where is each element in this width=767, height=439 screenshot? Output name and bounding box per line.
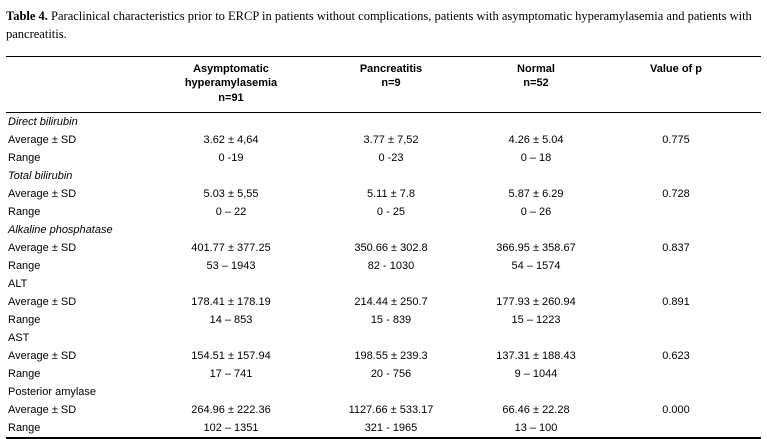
average-value: 5.87 ± 6.29	[508, 187, 564, 200]
p-value: 0.891	[662, 295, 690, 308]
range-value: 9 – 1044	[514, 367, 558, 380]
average-value: 401.77 ± 377.25	[191, 241, 271, 254]
range-value: 0 – 26	[520, 205, 552, 218]
average-value: 3.62 ± 4,64	[203, 133, 259, 146]
range-value: 0 -19	[218, 151, 244, 164]
p-value: 0.623	[662, 349, 690, 362]
row-label-average: Average ± SD	[8, 187, 77, 200]
row-label-range: Range	[8, 421, 41, 434]
row-label-range: Range	[8, 259, 41, 272]
group-name-row: Posterior amylase	[6, 383, 761, 401]
range-value: 14 – 853	[209, 313, 253, 326]
row-label-range: Range	[8, 151, 41, 164]
table-header: Asymptomatic hyperamylasemia n=91 Pancre…	[6, 56, 761, 113]
row-label-average: Average ± SD	[8, 403, 77, 416]
range-value: 0 -23	[378, 151, 404, 164]
p-value: 0.837	[662, 241, 690, 254]
range-value: 0 - 25	[376, 205, 406, 218]
group-name-row: Total bilirubin	[6, 167, 761, 185]
average-value: 350.66 ± 302.8	[354, 241, 428, 254]
table-caption-text: Paraclinical characteristics prior to ER…	[6, 9, 752, 41]
range-row: Range 102 – 1351 321 - 1965 13 – 100	[6, 419, 761, 438]
row-label-average: Average ± SD	[8, 241, 77, 254]
group-name: Total bilirubin	[8, 169, 73, 182]
range-value: 20 - 756	[370, 367, 412, 380]
group-name: Posterior amylase	[8, 385, 97, 398]
average-value: 198.55 ± 239.3	[354, 349, 428, 362]
p-value-empty	[591, 365, 761, 383]
row-label-range: Range	[8, 313, 41, 326]
group-name: Alkaline phosphatase	[8, 223, 113, 236]
range-row: Range 53 – 1943 82 - 1030 54 – 1574	[6, 257, 761, 275]
p-value-empty	[591, 257, 761, 275]
average-row: Average ± SD 264.96 ± 222.36 1127.66 ± 533…	[6, 401, 761, 419]
p-value-empty	[591, 149, 761, 167]
range-row: Range 17 – 741 20 - 756 9 – 1044	[6, 365, 761, 383]
average-value: 66.46 ± 22.28	[502, 403, 570, 416]
table-body: Direct bilirubin Average ± SD 3.62 ± 4,64 3…	[6, 112, 761, 438]
average-row: Average ± SD 178.41 ± 178.19 214.44 ± 250.…	[6, 293, 761, 311]
p-value: 0.775	[662, 133, 690, 146]
row-label-range: Range	[8, 367, 41, 380]
average-value: 366.95 ± 358.67	[496, 241, 576, 254]
range-value: 82 - 1030	[367, 259, 415, 272]
average-value: 5.03 ± 5,55	[203, 187, 259, 200]
header-value-of-p: Value of p	[591, 56, 761, 113]
average-row: Average ± SD 3.62 ± 4,64 3.77 ± 7,52 4.26 ±…	[6, 131, 761, 149]
header-normal: Normal n=52	[481, 56, 591, 113]
average-value: 214.44 ± 250.7	[354, 295, 428, 308]
paraclinical-table: Asymptomatic hyperamylasemia n=91 Pancre…	[6, 56, 761, 439]
range-value: 17 – 741	[209, 367, 253, 380]
range-value: 15 - 839	[370, 313, 412, 326]
average-value: 264.96 ± 222.36	[191, 403, 271, 416]
range-value: 13 – 100	[514, 421, 558, 434]
group-name-row: ALT	[6, 275, 761, 293]
header-row: Asymptomatic hyperamylasemia n=91 Pancre…	[6, 56, 761, 113]
group-name: Direct bilirubin	[8, 115, 78, 128]
row-label-range: Range	[8, 205, 41, 218]
range-row: Range 14 – 853 15 - 839 15 – 1223	[6, 311, 761, 329]
average-value: 177.93 ± 260.94	[496, 295, 576, 308]
table-caption-label: Table 4.	[6, 9, 48, 23]
average-row: Average ± SD 154.51 ± 157.94 198.55 ± 239.…	[6, 347, 761, 365]
group-name-row: Direct bilirubin	[6, 112, 761, 131]
group-name: AST	[8, 331, 30, 344]
p-value-empty	[591, 419, 761, 438]
average-row: Average ± SD 401.77 ± 377.25 350.66 ± 302.…	[6, 239, 761, 257]
group-name-row: Alkaline phosphatase	[6, 221, 761, 239]
header-pancreatitis: Pancreatitis n=9	[301, 56, 481, 113]
average-value: 4.26 ± 5.04	[508, 133, 564, 146]
range-value: 0 – 18	[520, 151, 552, 164]
range-value: 102 – 1351	[203, 421, 259, 434]
row-label-average: Average ± SD	[8, 295, 77, 308]
range-value: 53 – 1943	[206, 259, 256, 272]
p-value-empty	[591, 311, 761, 329]
header-asymptomatic-hyperamylasemia: Asymptomatic hyperamylasemia n=91	[161, 56, 301, 113]
range-value: 321 - 1965	[364, 421, 418, 434]
range-value: 54 – 1574	[511, 259, 561, 272]
range-row: Range 0 – 22 0 - 25 0 – 26	[6, 203, 761, 221]
row-label-average: Average ± SD	[8, 133, 77, 146]
row-label-average: Average ± SD	[8, 349, 77, 362]
range-value: 15 – 1223	[511, 313, 561, 326]
average-value: 178.41 ± 178.19	[191, 295, 271, 308]
average-value: 5.11 ± 7.8	[366, 187, 416, 200]
range-value: 0 – 22	[215, 205, 247, 218]
average-value: 137.31 ± 188.43	[496, 349, 576, 362]
average-value: 3.77 ± 7,52	[363, 133, 419, 146]
header-empty-cell	[6, 56, 161, 113]
p-value-empty	[591, 203, 761, 221]
average-value: 1127.66 ± 533.17	[348, 403, 434, 416]
average-value: 154.51 ± 157.94	[191, 349, 271, 362]
average-row: Average ± SD 5.03 ± 5,55 5.11 ± 7.8 5.87 ± …	[6, 185, 761, 203]
table-caption: Table 4. Paraclinical characteristics pr…	[6, 8, 761, 43]
p-value: 0.000	[662, 403, 690, 416]
group-name: ALT	[8, 277, 28, 290]
range-row: Range 0 -19 0 -23 0 – 18	[6, 149, 761, 167]
group-name-row: AST	[6, 329, 761, 347]
p-value: 0.728	[662, 187, 690, 200]
